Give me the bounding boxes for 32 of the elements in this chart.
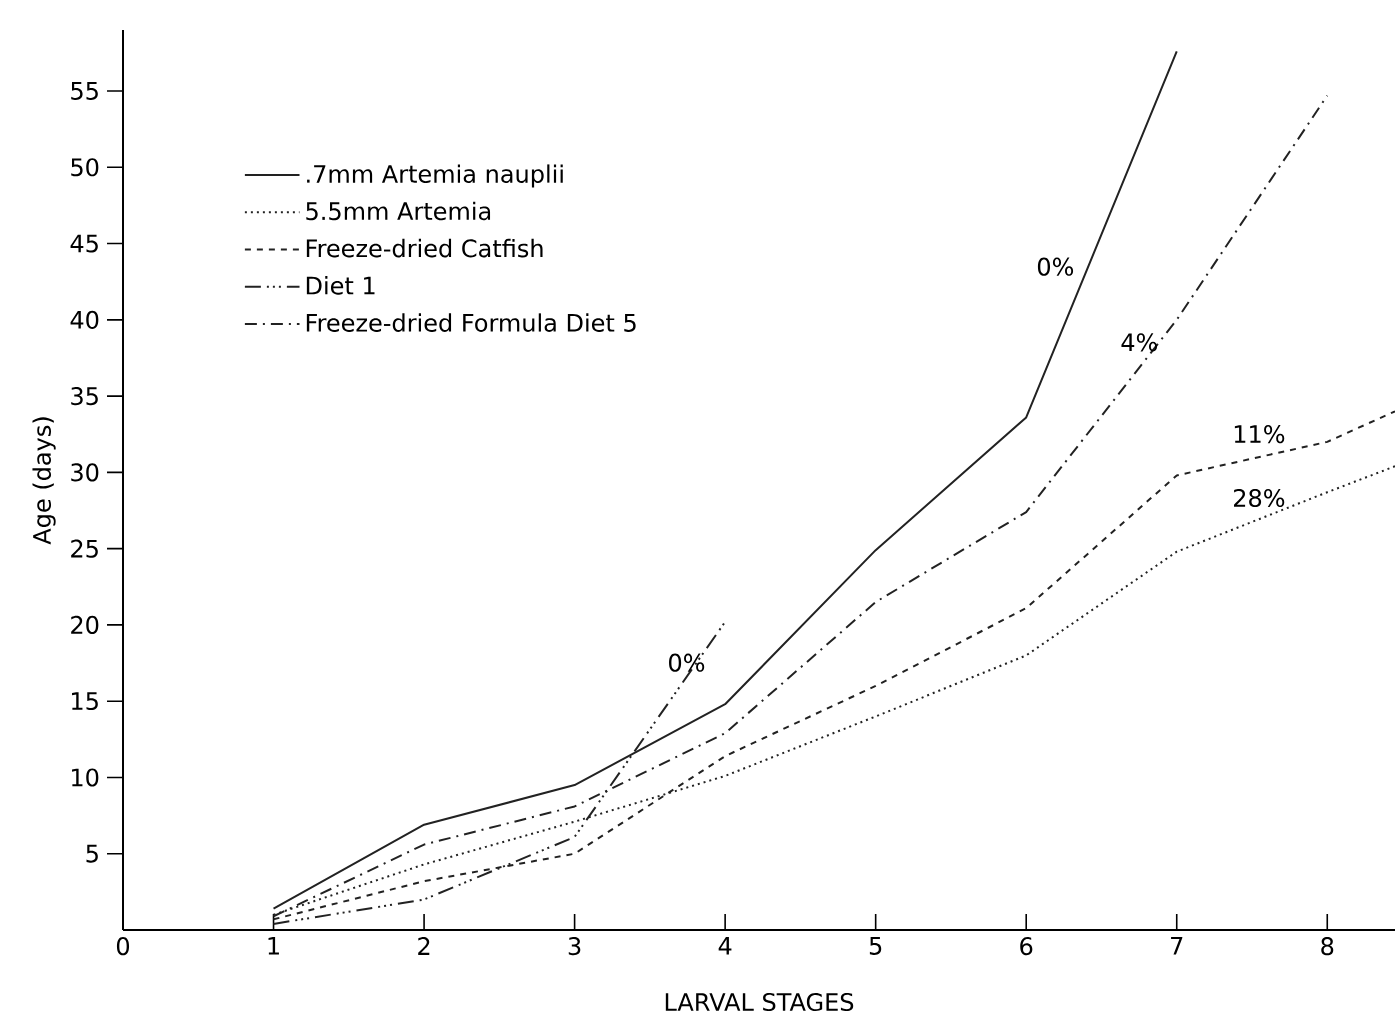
annotation: 11% [1234, 425, 1285, 444]
y-tick-label: 5 [86, 844, 98, 863]
x-tick-label: 4 [718, 937, 732, 955]
y-tick-label: 25 [71, 539, 98, 558]
x-axis-title: LARVAL STAGES [665, 992, 854, 1012]
annotation: 28% [1233, 488, 1285, 508]
annotation: 4% [1121, 333, 1158, 352]
y-tick-label: 35 [71, 387, 98, 406]
y-tick-label: 55 [71, 82, 98, 100]
legend-label: 5.5mm Artemia [306, 201, 491, 221]
legend-label: Freeze-dried Catfish [306, 238, 543, 258]
x-tick-label: 1 [268, 937, 279, 955]
y-tick-label: 15 [72, 692, 98, 711]
legend-label: Freeze-dried Formula Diet 5 [306, 313, 636, 332]
legend-label: .7mm Artemia nauplii [307, 164, 563, 188]
y-tick-label: 20 [71, 615, 99, 634]
y-tick-label: 50 [71, 158, 99, 177]
x-tick-label: 8 [1321, 937, 1334, 956]
y-tick-label: 10 [72, 768, 99, 787]
legend-label: Diet 1 [306, 276, 375, 295]
y-tick-label: 40 [70, 310, 99, 329]
annotation: 0% [1037, 257, 1074, 276]
annotation: 0% [669, 653, 705, 672]
y-axis-title: Age (days) [32, 417, 56, 545]
x-tick-label: 5 [869, 937, 882, 955]
y-tick-label: 45 [70, 234, 98, 253]
y-tick-label: 30 [71, 463, 99, 482]
x-tick-label: 0 [116, 937, 130, 956]
x-tick-label: 3 [568, 937, 581, 956]
x-tick-label: 2 [418, 937, 430, 955]
x-tick-label: 6 [1020, 937, 1033, 956]
x-tick-label: 7 [1171, 937, 1183, 955]
